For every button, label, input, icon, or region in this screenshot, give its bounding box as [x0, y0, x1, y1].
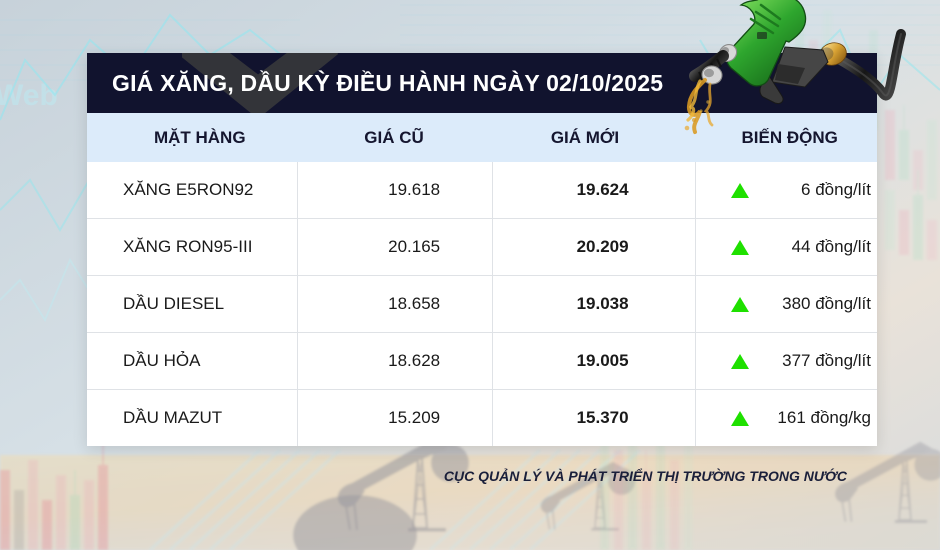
svg-text:Web: Web [0, 79, 58, 112]
